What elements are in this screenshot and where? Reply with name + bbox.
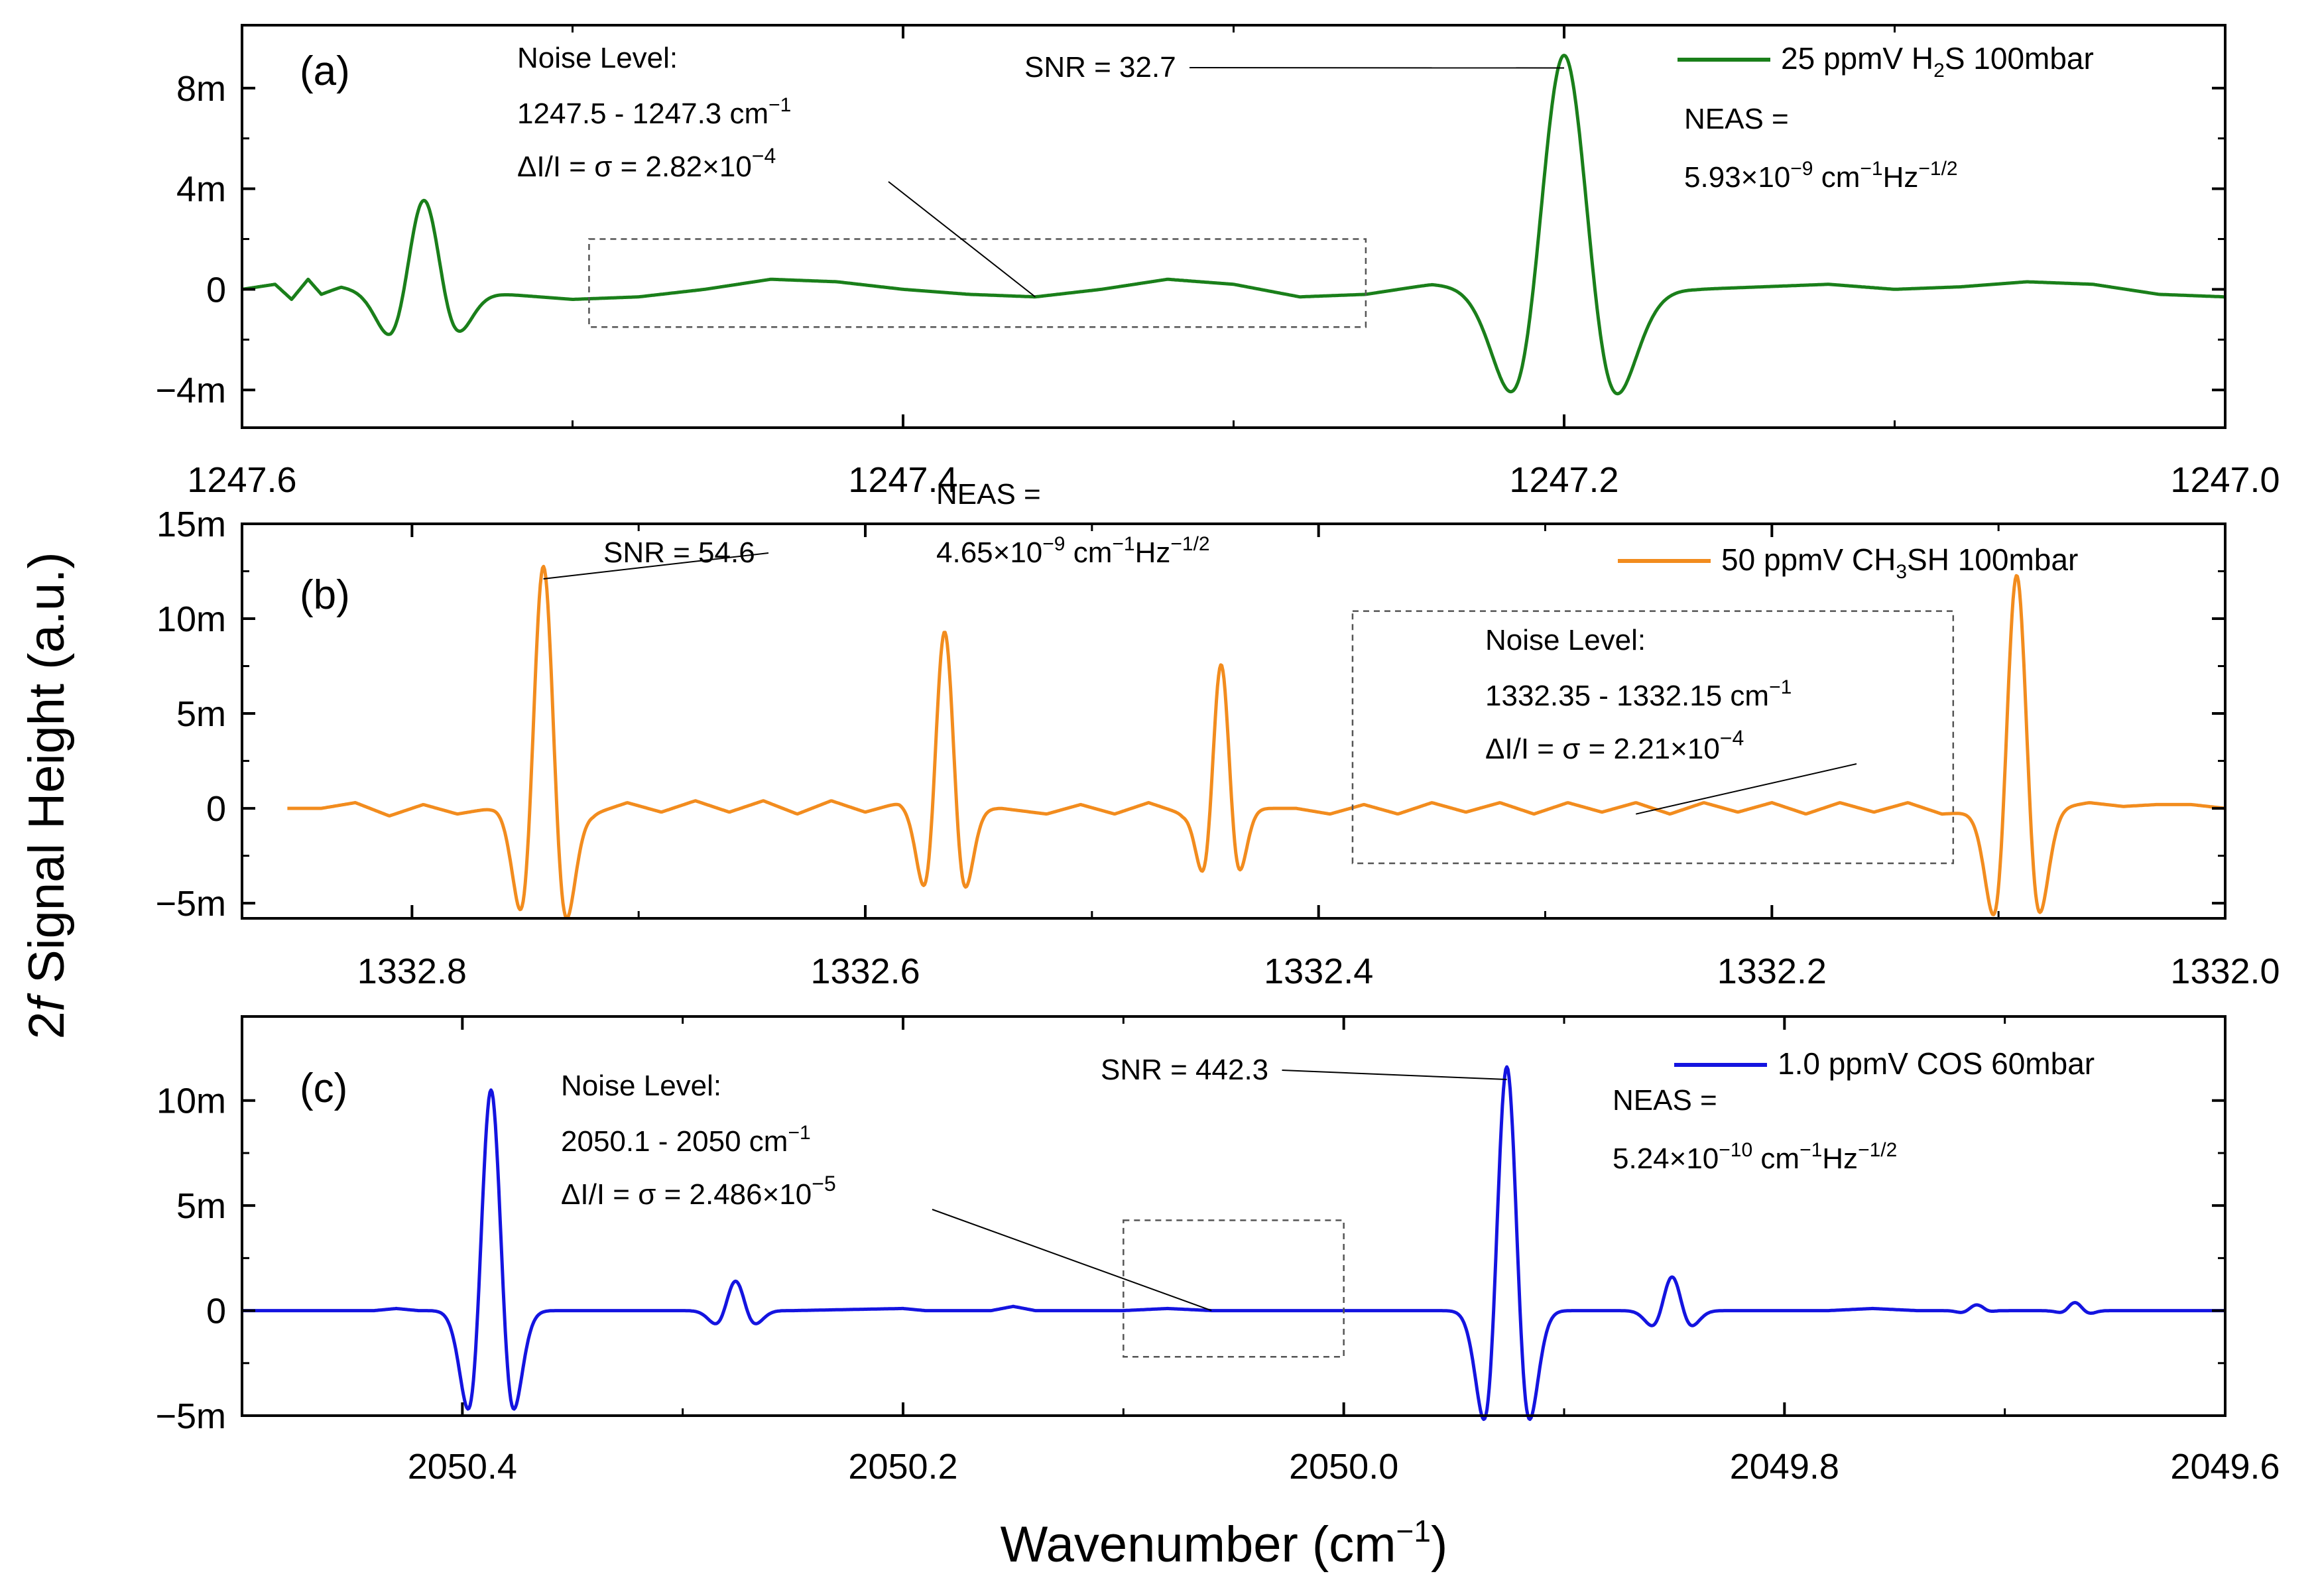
x-tick-label: 1247.6 [187, 460, 296, 500]
snr-label: SNR = 54.6 [603, 536, 755, 569]
noise-level-title: Noise Level: [1485, 624, 1646, 656]
plot-frame [241, 1015, 2226, 1417]
x-tick-label: 2049.8 [1730, 1447, 1839, 1487]
noise-pointer-line [888, 181, 1036, 298]
x-tick-label: 1332.8 [357, 951, 467, 991]
x-tick-label: 1332.2 [1717, 951, 1827, 991]
noise-region-box [1123, 1219, 1345, 1358]
neas-value: 4.65×10−9 cm−1Hz−1/2 [936, 533, 1210, 569]
legend-label: 25 ppmV H2S 100mbar [1781, 41, 2094, 82]
snr-pointer-line [1282, 1070, 1507, 1081]
noise-pointer-line [1636, 763, 1857, 815]
x-tick-label: 1332.6 [810, 951, 920, 991]
y-tick-label: 0 [206, 270, 226, 310]
x-tick-label: 1332.0 [2170, 951, 2280, 991]
y-tick-label: 0 [206, 789, 226, 829]
noise-level-title: Noise Level: [561, 1070, 721, 1102]
x-axis-title: Wavenumber (cm−1) [1001, 1514, 1448, 1573]
x-tick-label: 2049.6 [2170, 1447, 2280, 1487]
x-tick-label: 1332.4 [1264, 951, 1373, 991]
panel-label: (c) [300, 1066, 347, 1111]
neas-value: 5.93×10−9 cm−1Hz−1/2 [1684, 158, 1958, 194]
snr-label: SNR = 32.7 [1024, 51, 1176, 84]
y-tick-label: 5m [176, 1186, 226, 1226]
noise-level-range: 1332.35 - 1332.15 cm−1 [1485, 676, 1792, 712]
chart-panel-1: 1247.6 1247.4 1247.2 1247.0 8m 4m 0 −4m (a) 25 pp… [155, 24, 2280, 500]
y-axis-title: 2f Signal Height (a.u.) [19, 552, 75, 1039]
panel-label: (b) [300, 572, 350, 618]
x-tick-label: 2050.4 [408, 1447, 517, 1487]
x-tick-label: 2050.2 [848, 1447, 957, 1487]
chart-panel-2: 1332.8 1332.6 1332.4 1332.2 1332.0 15m 10m 5m 0 −… [155, 478, 2280, 991]
y-tick-label: 4m [176, 170, 226, 210]
legend-label: 1.0 ppmV COS 60mbar [1778, 1046, 2095, 1081]
y-tick-label: −5m [155, 1396, 226, 1436]
y-tick-label: 15m [156, 505, 226, 544]
x-tick-label: 2050.0 [1289, 1447, 1398, 1487]
x-tick-label: 1247.2 [1509, 460, 1618, 500]
x-tick-label: 1247.4 [848, 460, 957, 500]
y-tick-label: −4m [155, 371, 226, 410]
noise-level-range: 1247.5 - 1247.3 cm−1 [517, 94, 791, 130]
neas-title: NEAS = [1684, 103, 1789, 135]
noise-region-box [588, 238, 1367, 328]
noise-level-sigma: ΔI/I = σ = 2.21×10−4 [1485, 726, 1744, 765]
y-tick-label: 5m [176, 694, 226, 734]
series-line [241, 54, 2226, 396]
y-tick-label: −5m [155, 884, 226, 924]
neas-value: 5.24×10−10 cm−1Hz−1/2 [1613, 1139, 1897, 1175]
panel-label: (a) [300, 48, 350, 94]
snr-pointer-line [543, 552, 769, 580]
snr-label: SNR = 442.3 [1101, 1054, 1268, 1086]
plot-frame [241, 522, 2226, 920]
noise-level-range: 2050.1 - 2050 cm−1 [561, 1122, 811, 1158]
series-line [241, 1065, 2226, 1421]
y-tick-label: 8m [176, 69, 226, 109]
y-tick-label: 10m [156, 1081, 226, 1121]
neas-title: NEAS = [1613, 1084, 1717, 1117]
neas-title: NEAS = [936, 478, 1041, 511]
y-tick-label: 0 [206, 1292, 226, 1331]
noise-region-box [1351, 610, 1955, 865]
legend-label: 50 ppmV CH3SH 100mbar [1721, 542, 2078, 583]
noise-level-sigma: ΔI/I = σ = 2.82×10−4 [517, 144, 776, 183]
noise-level-sigma: ΔI/I = σ = 2.486×10−5 [561, 1172, 836, 1211]
chart-panel-3: 2050.4 2050.2 2050.0 2049.8 2049.6 10m 5m 0 −5m (… [155, 1015, 2280, 1487]
noise-pointer-line [932, 1209, 1212, 1312]
series-line [286, 564, 2226, 920]
noise-level-title: Noise Level: [517, 42, 678, 74]
y-tick-label: 10m [156, 599, 226, 639]
x-tick-label: 1247.0 [2170, 460, 2280, 500]
